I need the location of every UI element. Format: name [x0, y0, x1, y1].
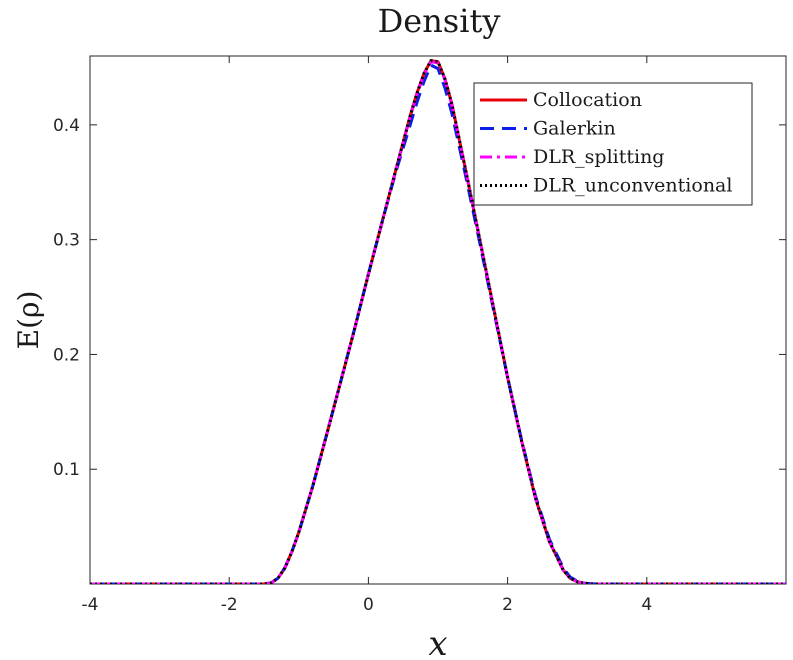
- legend-label: Galerkin: [533, 118, 616, 140]
- y-tick-label: 0.3: [53, 231, 80, 251]
- x-tick-label: 0: [363, 595, 374, 615]
- series-line-dlr-unconventional: [90, 59, 786, 584]
- x-tick-label: 4: [641, 595, 652, 615]
- x-tick-label: -2: [221, 595, 238, 615]
- y-tick-label: 0.1: [53, 460, 80, 480]
- series-line-galerkin: [90, 63, 786, 584]
- chart-title: Density: [378, 2, 501, 40]
- y-tick-label: 0.4: [53, 116, 80, 136]
- x-axis-label: x: [428, 624, 447, 660]
- tick-labels: -4 -2 0 2 4 0.1 0.2 0.3 0.4: [53, 116, 652, 615]
- legend-label: Collocation: [533, 89, 642, 111]
- legend-label: DLR_splitting: [533, 146, 664, 168]
- legend-label: DLR_unconventional: [533, 175, 732, 197]
- y-tick-label: 0.2: [53, 345, 80, 365]
- y-axis-label: E(ρ): [12, 291, 45, 350]
- series-lines: [90, 59, 786, 584]
- legend: Collocation Galerkin DLR_splitting DLR_unco…: [473, 82, 753, 206]
- x-tick-label: -4: [82, 595, 99, 615]
- x-tick-label: 2: [502, 595, 513, 615]
